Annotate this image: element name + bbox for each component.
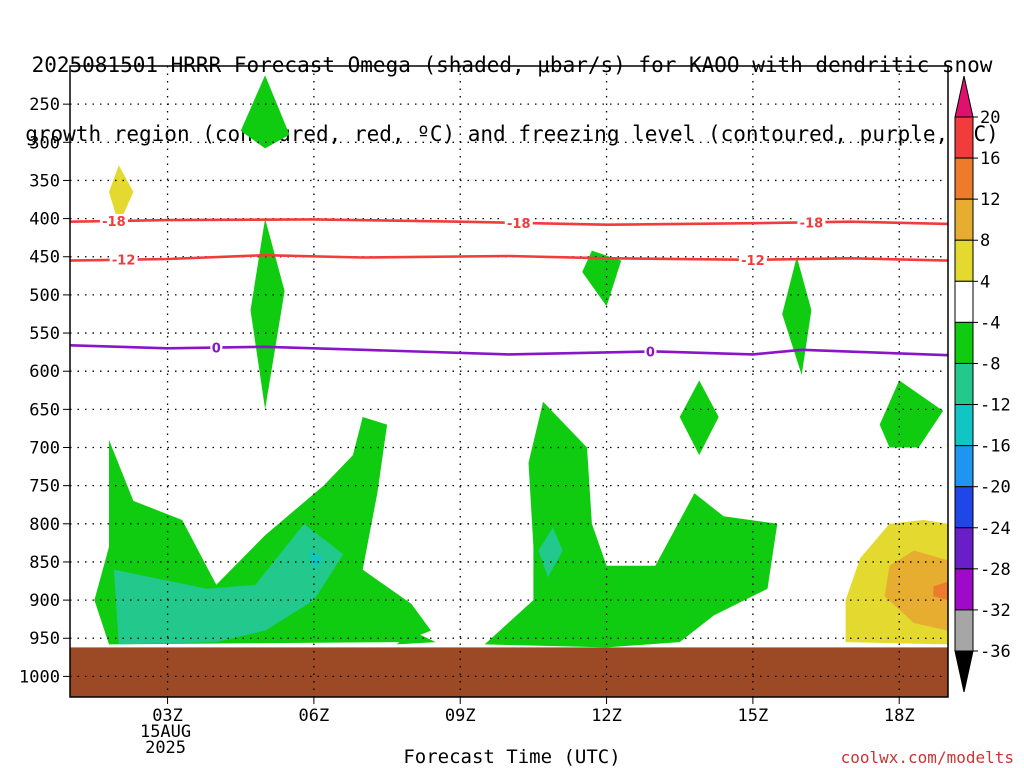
colorbar-top-arrow xyxy=(954,75,974,118)
y-tick-label-900: 900 xyxy=(29,591,60,611)
contour-label--18-1: -18 xyxy=(507,217,531,232)
omega-region-9 xyxy=(396,630,436,645)
colorbar-label-12: -32 xyxy=(980,601,1011,621)
grid-layer xyxy=(70,66,948,697)
x-tick-sublabel-0: 15AUG xyxy=(140,722,191,742)
chart-title-line-1: 2025081501 HRRR Forecast Omega (shaded, … xyxy=(31,53,993,77)
colorbar-bin-5 xyxy=(954,321,974,364)
omega-region-15 xyxy=(933,581,948,601)
omega-region-2 xyxy=(250,218,285,410)
y-tick-label-800: 800 xyxy=(29,515,60,535)
x-tick-label-15Z: 15Z xyxy=(738,706,769,726)
colorbar-bin-7 xyxy=(954,404,974,447)
colorbar-label-11: -28 xyxy=(980,560,1011,580)
colorbar-bin-10 xyxy=(954,527,974,570)
omega-region-10 xyxy=(113,523,344,645)
contour-label--18-0: -18 xyxy=(102,215,126,230)
colorbar-bin-8 xyxy=(954,445,974,488)
y-tick-label-250: 250 xyxy=(29,95,60,115)
colorbar-label-4: 4 xyxy=(980,272,990,292)
y-tick-label-350: 350 xyxy=(29,171,60,191)
contour-line--18 xyxy=(69,218,949,226)
colorbar-bin-4 xyxy=(954,280,974,323)
y-tick-label-700: 700 xyxy=(29,438,60,458)
colorbar-label-1: 16 xyxy=(980,149,1000,169)
ground-layer xyxy=(70,647,948,697)
colorbar-label-7: -12 xyxy=(980,396,1011,416)
contour-label-0-1: 0 xyxy=(646,345,655,360)
contour-label--18-2: -18 xyxy=(800,216,824,231)
x-tick-label-06Z: 06Z xyxy=(299,706,330,726)
colorbar: 20 16 12 8 4 -4 -8 -12 -16 -20 -24 -28 -32 -36 xyxy=(954,75,1011,693)
x-tick-label-03Z: 03Z xyxy=(152,706,183,726)
colorbar-label-13: -36 xyxy=(980,642,1011,662)
ground-fill xyxy=(70,647,948,697)
colorbar-bin-2 xyxy=(954,198,974,241)
y-tick-label-750: 750 xyxy=(29,477,60,497)
colorbar-bin-12 xyxy=(954,609,974,652)
colorbar-label-10: -24 xyxy=(980,519,1011,539)
y-tick-label-300: 300 xyxy=(29,133,60,153)
colorbar-bin-11 xyxy=(954,568,974,611)
omega-region-4 xyxy=(782,256,812,375)
omega-region-8 xyxy=(484,401,778,648)
contour-label-bg--18-2 xyxy=(797,215,826,230)
omega-region-12 xyxy=(538,527,563,578)
omega-region-11 xyxy=(309,550,324,570)
y-tick-label-600: 600 xyxy=(29,362,60,382)
contour-line-0 xyxy=(69,344,949,357)
y-tick-label-550: 550 xyxy=(29,324,60,344)
contour-label--12-0: -12 xyxy=(112,254,136,269)
x-tick-label-12Z: 12Z xyxy=(591,706,622,726)
y-tick-label-1000: 1000 xyxy=(19,667,60,687)
colorbar-label-3: 8 xyxy=(980,231,990,251)
contour-label-bg--18-0 xyxy=(99,213,128,228)
y-tick-label-450: 450 xyxy=(29,248,60,268)
plot-frame xyxy=(69,65,949,698)
y-tick-label-650: 650 xyxy=(29,400,60,420)
omega-region-3 xyxy=(582,250,622,307)
colorbar-bin-3 xyxy=(954,239,974,282)
contour-label-bg--18-1 xyxy=(504,215,533,230)
x-tick-sublabel-1: 2025 xyxy=(145,738,186,758)
colorbar-label-5: -4 xyxy=(980,313,1000,333)
axis-layer: 250 300 350 400 450 500 550 600 650 700 750 800 850 9… xyxy=(19,65,949,758)
x-tick-label-18Z: 18Z xyxy=(884,706,915,726)
colorbar-bin-1 xyxy=(954,157,974,200)
contour-label-bg--12-1 xyxy=(738,252,767,267)
colorbar-label-0: 20 xyxy=(980,108,1000,128)
contour-line--12 xyxy=(69,253,949,262)
omega-region-0 xyxy=(240,75,290,149)
omega-region-5 xyxy=(679,380,719,456)
colorbar-bin-0 xyxy=(954,116,974,159)
source-credit: coolwx.com/modelts xyxy=(840,748,1014,767)
y-tick-label-950: 950 xyxy=(29,629,60,649)
x-axis-label: Forecast Time (UTC) xyxy=(403,746,621,768)
omega-region-6 xyxy=(879,380,944,448)
colorbar-label-2: 12 xyxy=(980,190,1000,210)
omega-region-14 xyxy=(884,550,948,631)
contour-label-0-0: 0 xyxy=(212,342,221,357)
contour-label--12-1: -12 xyxy=(741,254,765,269)
y-tick-label-500: 500 xyxy=(29,286,60,306)
colorbar-bottom-arrow xyxy=(954,650,974,693)
y-tick-label-850: 850 xyxy=(29,553,60,573)
contour-label-bg-0-0 xyxy=(210,340,223,355)
colorbar-label-6: -8 xyxy=(980,354,1000,374)
contour-layer: -18 -18 -18 -12 -12 0 0 xyxy=(69,213,949,360)
colorbar-label-8: -16 xyxy=(980,437,1011,457)
colorbar-bin-6 xyxy=(954,362,974,406)
contour-label-bg-0-1 xyxy=(644,344,657,359)
y-tick-label-400: 400 xyxy=(29,210,60,230)
contour-label-bg--12-0 xyxy=(109,252,138,267)
colorbar-bin-9 xyxy=(954,486,974,529)
x-tick-label-09Z: 09Z xyxy=(445,706,476,726)
omega-shading-layer xyxy=(94,75,948,648)
colorbar-label-9: -20 xyxy=(980,478,1011,498)
